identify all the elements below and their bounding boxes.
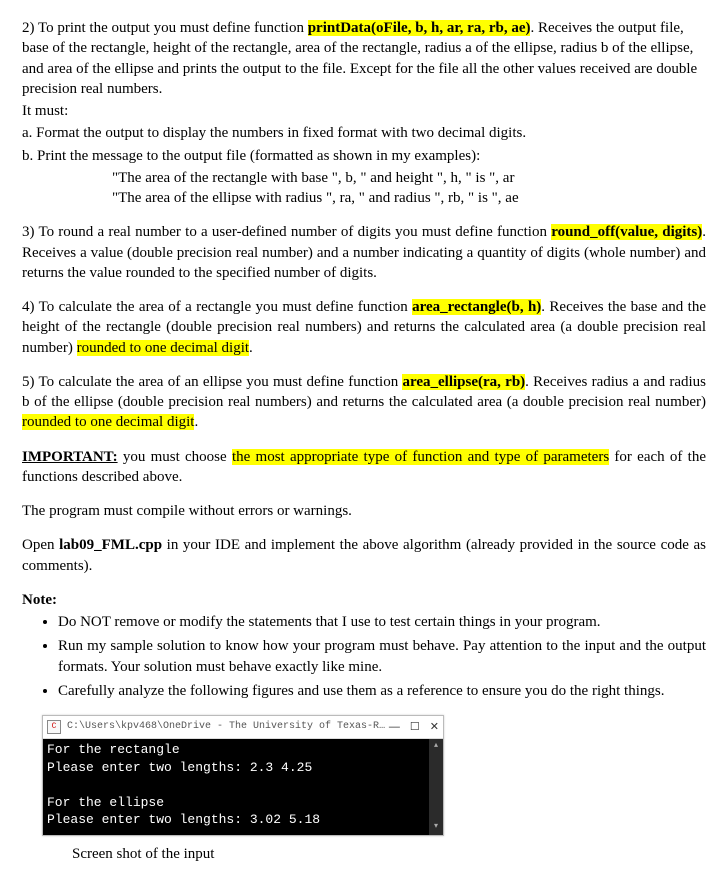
minimize-button[interactable]: — [389, 720, 400, 735]
screenshot-caption: Screen shot of the input [72, 844, 706, 864]
it-must-label: It must: [22, 101, 706, 121]
section-5: 5) To calculate the area of an ellipse y… [22, 372, 706, 433]
list-item: Carefully analyze the following figures … [58, 681, 706, 701]
highlight: rounded to one decimal digit [22, 414, 194, 430]
section-2-intro: 2) To print the output you must define f… [22, 18, 706, 99]
text: 3) To round a real number to a user-defi… [22, 224, 551, 240]
text: you must choose [118, 449, 232, 465]
console-line: Please enter two lengths: 2.3 4.25 [47, 759, 439, 777]
list-item: Run my sample solution to know how your … [58, 636, 706, 677]
item-b: b. Print the message to the output file … [22, 146, 706, 166]
console-line: Please enter two lengths: 3.02 5.18 [47, 811, 439, 829]
highlight: the most appropriate type of function an… [232, 449, 609, 465]
scroll-down-icon: ▾ [434, 822, 438, 833]
item-a: a. Format the output to display the numb… [22, 123, 706, 143]
text: . [249, 340, 253, 356]
console-window: C C:\Users\kpv468\OneDrive - The Univers… [42, 715, 444, 836]
maximize-button[interactable]: ☐ [410, 720, 420, 735]
compile-note: The program must compile without errors … [22, 501, 706, 521]
console-body: For the rectangle Please enter two lengt… [43, 739, 443, 835]
example-output-block: "The area of the rectangle with base ", … [112, 168, 706, 209]
filename: lab09_FML.cpp [59, 537, 162, 553]
important-note: IMPORTANT: you must choose the most appr… [22, 447, 706, 488]
text: . [194, 414, 198, 430]
section-4: 4) To calculate the area of a rectangle … [22, 297, 706, 358]
section-3: 3) To round a real number to a user-defi… [22, 222, 706, 283]
scrollbar[interactable]: ▴ ▾ [429, 739, 443, 835]
notes-list: Do NOT remove or modify the statements t… [58, 612, 706, 701]
text: 5) To calculate the area of an ellipse y… [22, 374, 402, 390]
important-label: IMPORTANT: [22, 449, 118, 465]
function-name: area_ellipse(ra, rb) [402, 374, 525, 390]
window-titlebar: C C:\Users\kpv468\OneDrive - The Univers… [43, 716, 443, 739]
text: Open [22, 537, 59, 553]
app-icon: C [47, 720, 61, 734]
close-button[interactable]: ✕ [430, 720, 439, 735]
text: 4) To calculate the area of a rectangle … [22, 299, 412, 315]
open-file-note: Open lab09_FML.cpp in your IDE and imple… [22, 535, 706, 576]
example-line: "The area of the ellipse with radius ", … [112, 188, 706, 208]
function-name: round_off(value, digits) [551, 224, 702, 240]
console-line: For the ellipse [47, 794, 439, 812]
console-line [47, 776, 439, 794]
note-heading: Note: [22, 590, 706, 610]
function-name: printData(oFile, b, h, ar, ra, rb, ae) [308, 20, 531, 36]
highlight: rounded to one decimal digit [77, 340, 249, 356]
function-name: area_rectangle(b, h) [412, 299, 541, 315]
console-line: For the rectangle [47, 741, 439, 759]
list-item: Do NOT remove or modify the statements t… [58, 612, 706, 632]
window-title: C:\Users\kpv468\OneDrive - The Universit… [67, 720, 389, 734]
scroll-up-icon: ▴ [434, 741, 438, 752]
text: 2) To print the output you must define f… [22, 20, 308, 36]
example-line: "The area of the rectangle with base ", … [112, 168, 706, 188]
